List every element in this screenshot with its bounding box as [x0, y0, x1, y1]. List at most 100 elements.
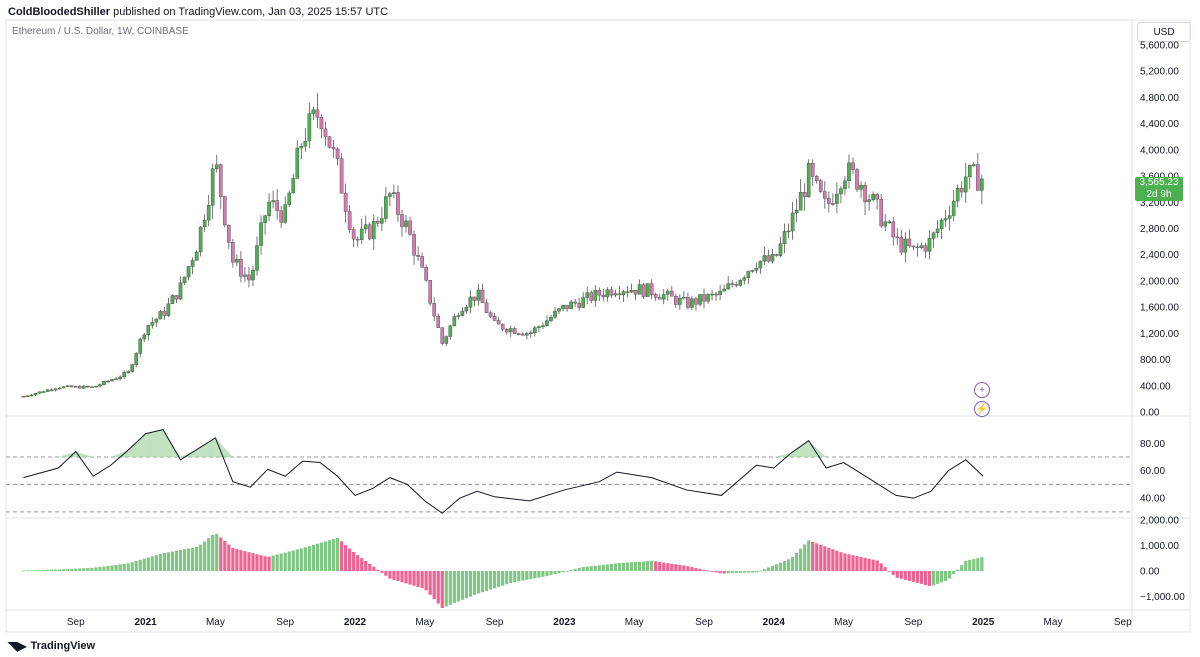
price-tick-label: 2,400.00: [1140, 250, 1179, 261]
histogram-bar: [863, 557, 867, 572]
histogram-bar: [714, 571, 718, 573]
candle: [976, 164, 980, 191]
candle: [178, 282, 183, 300]
lightning-icon[interactable]: ⚡: [974, 401, 990, 417]
author-name[interactable]: ColdBloodedShiller: [8, 6, 111, 18]
candle: [90, 386, 94, 388]
candle: [637, 284, 642, 295]
candle: [235, 258, 239, 263]
candle: [843, 180, 847, 189]
candle: [557, 308, 561, 312]
histogram-bar: [823, 546, 827, 572]
histogram-bar: [931, 571, 936, 586]
last-price-value: 3,565.23: [1139, 177, 1179, 188]
candle: [601, 294, 606, 298]
candle: [911, 245, 916, 248]
candle: [879, 198, 883, 227]
candle: [154, 318, 159, 323]
candle: [198, 226, 203, 253]
histogram-bar: [90, 567, 94, 572]
time-tick-label: 2022: [344, 617, 367, 628]
histogram-bar: [448, 571, 452, 605]
histogram-tick-label: 0.00: [1140, 567, 1160, 578]
time-tick-label: Sep: [905, 617, 923, 628]
currency-button[interactable]: USD: [1137, 22, 1191, 42]
histogram-bar: [778, 562, 783, 572]
candle: [388, 193, 392, 197]
candle: [311, 109, 316, 114]
price-tick-label: 800.00: [1140, 355, 1171, 366]
rsi-overbought-fill: [791, 440, 809, 458]
candle: [102, 380, 106, 385]
tradingview-logo-icon: ◥▶: [8, 639, 27, 653]
candle: [525, 333, 529, 336]
time-tick-label: May: [625, 617, 644, 628]
histogram-bar: [682, 565, 686, 572]
candle: [621, 291, 626, 295]
histogram-bar: [267, 556, 271, 572]
candle: [903, 238, 908, 253]
price-tick-label: 4,400.00: [1140, 119, 1179, 130]
candle: [428, 280, 432, 304]
histogram-bar: [637, 561, 642, 572]
histogram-bar: [585, 566, 589, 572]
histogram-bar: [142, 558, 146, 572]
candle: [283, 204, 288, 223]
candle: [323, 128, 328, 137]
candle: [923, 245, 928, 252]
histogram-bar: [762, 569, 767, 572]
histogram-bar: [746, 571, 750, 573]
candle: [327, 136, 332, 148]
time-tick-label: 2021: [134, 617, 157, 628]
histogram-bar: [231, 548, 235, 572]
candle: [444, 336, 449, 344]
histogram-bar: [782, 560, 787, 572]
histogram-bar: [557, 571, 561, 574]
histogram-bar: [521, 571, 525, 581]
candle: [899, 237, 904, 253]
candle: [919, 245, 924, 248]
symbol-title: Ethereum / U.S. Dollar, 1W, COINBASE: [12, 26, 189, 37]
histogram-bar: [364, 561, 368, 572]
candle: [255, 245, 259, 271]
price-tick-label: 3,200.00: [1140, 198, 1179, 209]
histogram-bar: [722, 571, 726, 574]
price-tick-label: 1,600.00: [1140, 303, 1179, 314]
candle: [158, 311, 163, 320]
candle: [484, 302, 489, 313]
histogram-bar: [468, 571, 473, 597]
histogram-bar: [525, 571, 529, 580]
histogram-bar: [86, 567, 90, 572]
candle: [682, 296, 686, 299]
candle: [702, 294, 706, 302]
histogram-bar: [573, 568, 577, 572]
histogram-bar: [786, 559, 791, 572]
histogram-bar: [730, 571, 734, 574]
histogram-bar: [678, 564, 682, 572]
candle: [875, 194, 879, 200]
price-tick-label: 1,200.00: [1140, 329, 1179, 340]
histogram-bar: [408, 571, 412, 585]
candle: [94, 385, 98, 388]
add-indicator-icon[interactable]: +: [974, 382, 990, 398]
histogram-bar: [344, 544, 348, 572]
histogram-bar: [633, 561, 638, 572]
footer-brand[interactable]: ◥▶ TradingView: [8, 639, 95, 653]
candle: [291, 178, 296, 194]
histogram-bar: [58, 569, 62, 572]
histogram-bar: [207, 538, 211, 572]
histogram-bar: [219, 537, 223, 572]
histogram-bar: [323, 541, 328, 572]
candle: [186, 266, 191, 278]
histogram-bar: [871, 559, 875, 572]
histogram-bar: [319, 542, 324, 572]
price-tick-label: 5,600.00: [1140, 41, 1179, 52]
histogram-bar: [223, 540, 227, 572]
histogram-bar: [847, 554, 851, 572]
candle: [126, 371, 130, 373]
histogram-bar: [843, 553, 847, 572]
histogram-bar: [283, 552, 287, 572]
candle: [593, 290, 598, 301]
histogram-bar: [275, 554, 279, 572]
